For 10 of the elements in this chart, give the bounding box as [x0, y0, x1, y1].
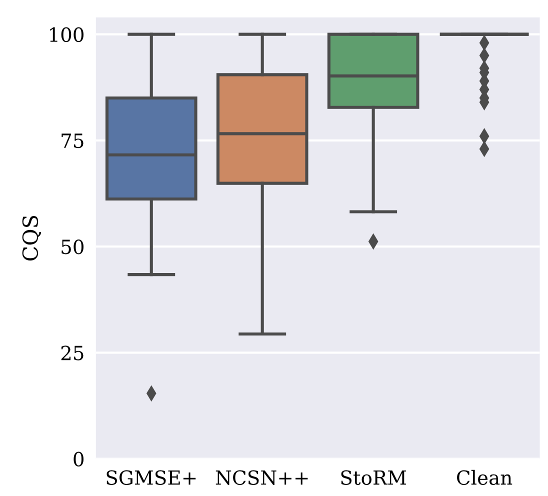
y-tick-label: 25 — [61, 346, 84, 360]
y-tick-label: 75 — [62, 134, 84, 148]
y-axis-title: CQS — [22, 216, 42, 261]
x-tick-label: StoRM — [341, 470, 406, 485]
x-tick-label: Clean — [457, 470, 512, 485]
x-tick-label: SGMSE+ — [106, 470, 196, 485]
y-tick-label: 100 — [50, 27, 84, 42]
y-tick-label: 50 — [62, 240, 84, 254]
y-tick-label: 0 — [74, 452, 84, 466]
x-tick-label: NCSN++ — [216, 470, 308, 485]
